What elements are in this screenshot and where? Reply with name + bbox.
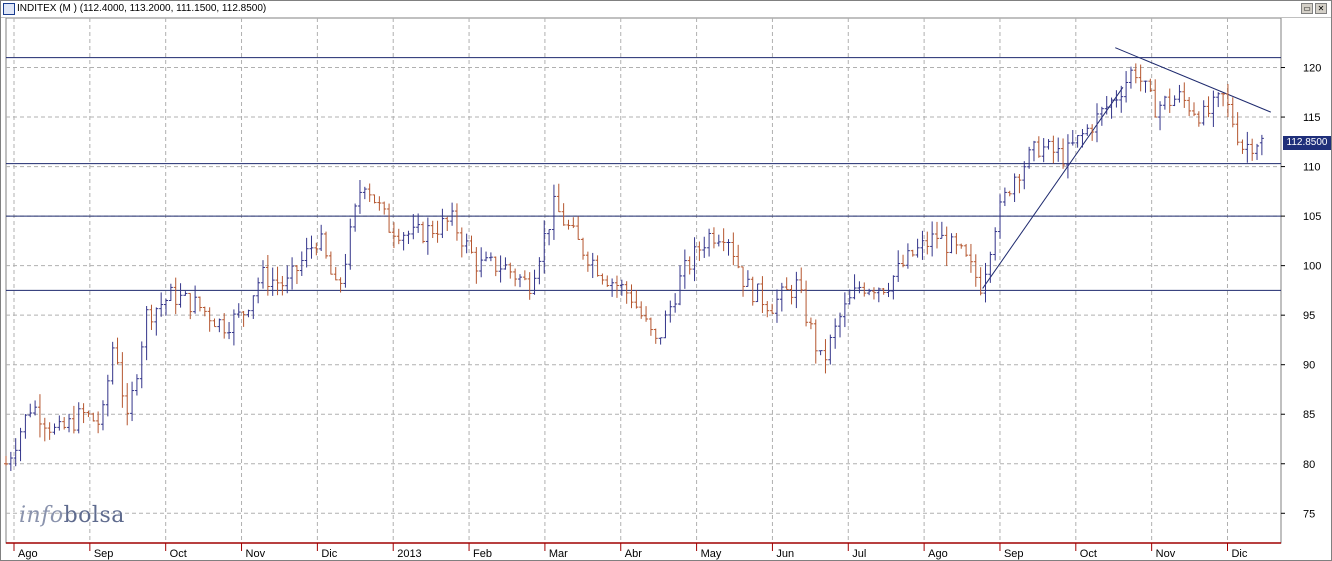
x-tick-label: Feb bbox=[473, 548, 492, 560]
x-tick-label: Dic bbox=[321, 548, 337, 560]
x-tick-label: Sep bbox=[94, 548, 114, 560]
restore-button[interactable]: ▭ bbox=[1301, 3, 1313, 14]
x-tick-label: Oct bbox=[170, 548, 187, 560]
y-tick-label: 85 bbox=[1303, 409, 1315, 421]
y-tick-label: 75 bbox=[1303, 508, 1315, 520]
x-tick-label: Jun bbox=[776, 548, 794, 560]
chart-window-icon bbox=[3, 3, 15, 15]
x-tick-label: Abr bbox=[625, 548, 642, 560]
y-tick-label: 80 bbox=[1303, 459, 1315, 471]
close-button[interactable]: ✕ bbox=[1315, 3, 1327, 14]
x-tick-label: May bbox=[701, 548, 722, 560]
x-tick-label: Ago bbox=[928, 548, 948, 560]
x-tick-label: 2013 bbox=[397, 548, 421, 560]
trend-line bbox=[982, 87, 1124, 289]
x-tick-label: Mar bbox=[549, 548, 568, 560]
x-tick-label: Oct bbox=[1080, 548, 1097, 560]
x-tick-label: Dic bbox=[1231, 548, 1247, 560]
title-bar: INDITEX (M ) (112.4000, 113.2000, 111.15… bbox=[1, 1, 1331, 18]
y-tick-label: 100 bbox=[1303, 261, 1321, 273]
plot-area bbox=[5, 18, 1282, 544]
x-tick-label: Ago bbox=[18, 548, 38, 560]
y-tick-label: 120 bbox=[1303, 63, 1321, 75]
y-tick-label: 105 bbox=[1303, 211, 1321, 223]
x-tick-label: Nov bbox=[1156, 548, 1176, 560]
window-title: INDITEX (M ) (112.4000, 113.2000, 111.15… bbox=[17, 3, 267, 14]
y-tick-label: 90 bbox=[1303, 360, 1315, 372]
y-tick-label: 95 bbox=[1303, 310, 1315, 322]
y-tick-label: 115 bbox=[1303, 112, 1321, 124]
y-tick-label: 110 bbox=[1303, 162, 1321, 174]
trend-line bbox=[1115, 47, 1271, 113]
price-chart[interactable]: 75 80 85 90 95 100 105 110 115 120 Ago Sep Oct Nov Dic… bbox=[1, 18, 1331, 561]
infobolsa-logo: infobolsa bbox=[19, 503, 125, 528]
last-price-tag: 112.8500 bbox=[1283, 136, 1331, 150]
x-tick-label: Nov bbox=[246, 548, 266, 560]
x-tick-label: Sep bbox=[1004, 548, 1024, 560]
x-tick-label: Jul bbox=[852, 548, 866, 560]
